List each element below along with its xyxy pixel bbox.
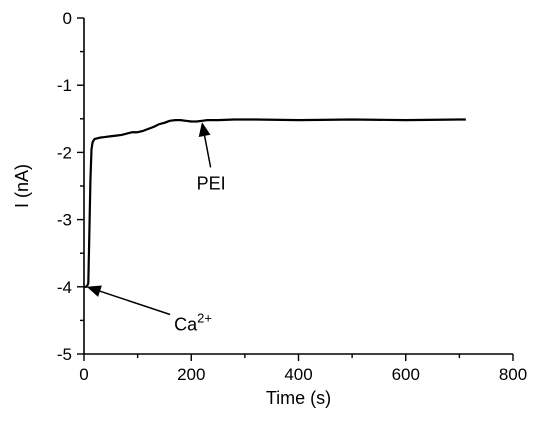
tick-labels: 0 200 400 600 800 0 -1 -2 -3 -4 -5 <box>57 9 527 384</box>
x-tick-label: 0 <box>79 365 88 384</box>
y-tick-label: 0 <box>63 9 72 28</box>
annotation-arrow-shaft <box>99 290 171 316</box>
x-tick-label: 200 <box>177 365 205 384</box>
x-tick-label: 800 <box>499 365 527 384</box>
y-tick-label: -5 <box>57 345 72 364</box>
ticks <box>77 17 514 361</box>
axes <box>83 18 513 355</box>
series-group <box>84 118 466 288</box>
annotation-arrow-head <box>86 285 102 297</box>
annotation-superscript: 2+ <box>197 310 212 325</box>
annotation-arrow-shaft <box>203 135 212 168</box>
annotation-label: Ca2+ <box>174 310 212 334</box>
y-tick-label: -3 <box>57 211 72 230</box>
y-axis-title: I (nA) <box>12 164 32 208</box>
y-tick-label: -2 <box>57 143 72 162</box>
x-tick-label: 400 <box>284 365 312 384</box>
y-tick-label: -1 <box>57 76 72 95</box>
x-axis-title: Time (s) <box>266 388 331 408</box>
series-line-0 <box>84 118 466 288</box>
y-tick-label: -4 <box>57 278 72 297</box>
annotation-label: PEI <box>197 173 226 193</box>
x-tick-label: 600 <box>392 365 420 384</box>
annotation-arrow-head <box>198 122 211 138</box>
annotations: Ca2+ PEI <box>86 122 226 334</box>
